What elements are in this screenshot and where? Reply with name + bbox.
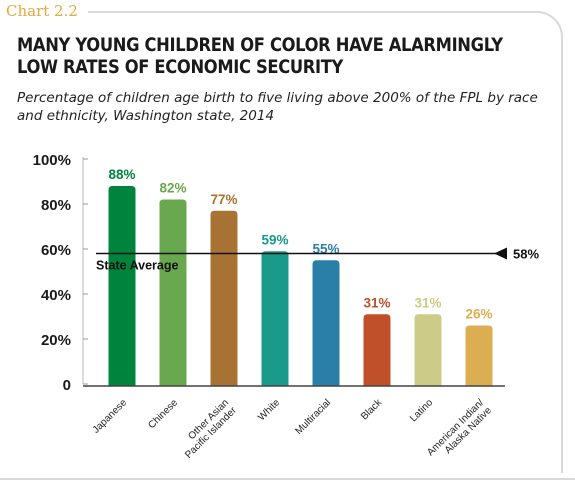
x-tick-label: Multiracial xyxy=(294,397,334,437)
y-tick-label: 100% xyxy=(33,152,71,169)
bar-data-label: 55% xyxy=(312,241,339,256)
chart-subtitle: Percentage of children age birth to five… xyxy=(17,90,538,124)
y-tick-label: 80% xyxy=(41,197,71,214)
chart-title: MANY YOUNG CHILDREN OF COLOR HAVE ALARMI… xyxy=(17,34,503,78)
bar xyxy=(108,186,136,386)
chart-number-label: Chart 2.2 xyxy=(0,0,88,22)
bar xyxy=(414,314,442,386)
bar-data-label: 31% xyxy=(363,295,390,310)
chart-frame-bottom xyxy=(0,478,575,480)
x-tick-label-line: Black xyxy=(359,397,385,423)
bar-data-label: 82% xyxy=(159,181,186,196)
x-tick-label-line: Multiracial xyxy=(294,397,334,437)
x-tick-label-line: Japanese xyxy=(91,397,130,436)
bar xyxy=(312,260,340,386)
x-tick-label: Japanese xyxy=(91,397,130,436)
x-tick-label-line: White xyxy=(256,397,282,423)
chart-frame xyxy=(0,11,563,473)
x-tick-label-line: Latino xyxy=(408,397,435,424)
y-tick-label: 0 xyxy=(63,377,71,394)
bar-data-label: 59% xyxy=(261,232,288,247)
y-tick-label: 20% xyxy=(41,332,71,349)
state-average-value: 58% xyxy=(513,247,539,262)
x-tick-label: American Indian/Alaska Native xyxy=(425,397,494,466)
bar xyxy=(363,314,391,386)
bar xyxy=(465,325,493,386)
bar-data-label: 26% xyxy=(465,307,492,322)
y-tick-label: 40% xyxy=(41,287,71,304)
bar xyxy=(159,199,187,386)
x-tick-label: Chinese xyxy=(146,397,180,431)
x-tick-label-line: Chinese xyxy=(146,397,180,431)
state-average-arrow-icon xyxy=(494,247,507,260)
bar-data-label: 77% xyxy=(210,192,237,207)
x-tick-label: Other AsianPacific Islander xyxy=(175,397,239,461)
bar-data-label: 88% xyxy=(108,167,135,182)
bar-data-label: 31% xyxy=(414,295,441,310)
x-tick-label: Latino xyxy=(408,397,435,424)
x-tick-label: Black xyxy=(359,397,385,423)
bar xyxy=(210,210,238,386)
state-average-label: State Average xyxy=(96,259,178,273)
bar xyxy=(261,251,289,386)
y-tick-label: 60% xyxy=(41,242,71,259)
x-tick-label: White xyxy=(256,397,282,423)
